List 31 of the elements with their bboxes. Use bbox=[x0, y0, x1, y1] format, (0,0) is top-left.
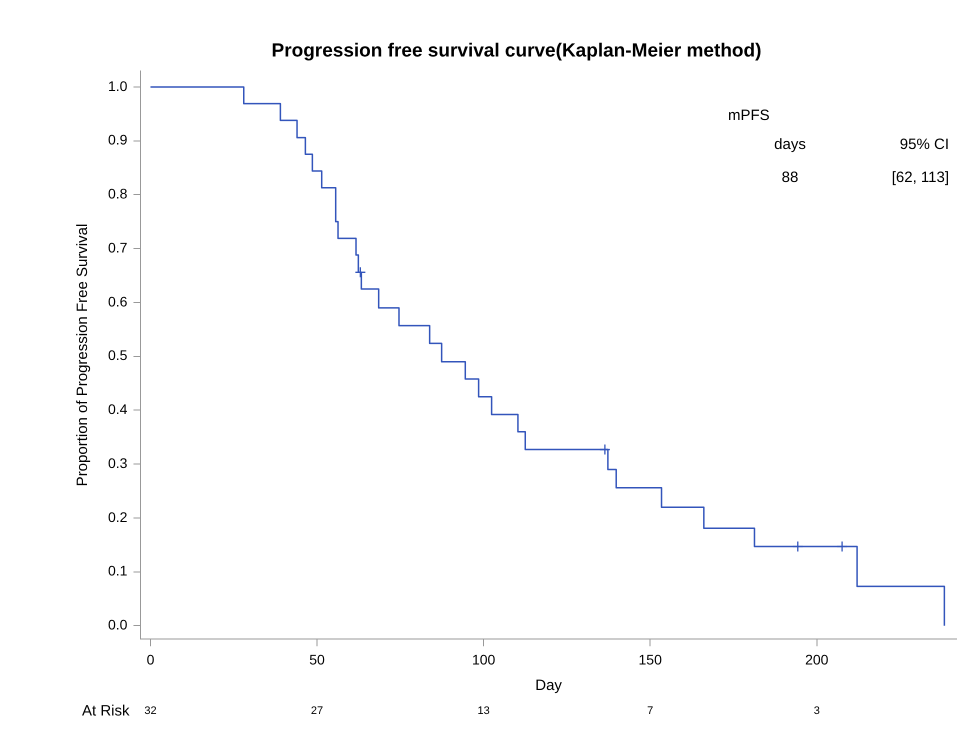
annotation: 88 bbox=[782, 169, 798, 186]
y-tick-label: 0.0 bbox=[108, 616, 128, 633]
y-tick-label: 0.7 bbox=[108, 239, 128, 256]
y-tick-label: 0.5 bbox=[108, 347, 128, 364]
x-axis-title: Day bbox=[535, 677, 562, 694]
text: 27 bbox=[310, 705, 324, 718]
chart-title: Progression free survival curve(Kaplan-Meier method) bbox=[272, 40, 762, 62]
y-tick-label: 0.8 bbox=[108, 186, 128, 202]
text: 3 bbox=[814, 705, 820, 718]
y-axis-title: Proportion of Progression Free Survival bbox=[74, 224, 92, 486]
y-tick-label: 1.0 bbox=[108, 78, 128, 94]
text: 32 bbox=[144, 705, 157, 718]
text: 7 bbox=[647, 705, 654, 718]
x-tick-label: 0 bbox=[146, 651, 155, 668]
annotation: [62, 113] bbox=[892, 169, 949, 186]
x-tick-label: 150 bbox=[638, 651, 662, 668]
x-tick-label: 200 bbox=[805, 651, 829, 668]
text: 13 bbox=[477, 705, 490, 718]
x-tick-label: 50 bbox=[309, 651, 326, 668]
y-tick-label: 0.9 bbox=[108, 132, 128, 148]
y-tick-label: 0.2 bbox=[108, 508, 128, 525]
point bbox=[354, 266, 366, 278]
y-tick-label: 0.4 bbox=[108, 401, 128, 418]
y-tick-label: 0.6 bbox=[108, 293, 128, 310]
text: At Risk bbox=[82, 702, 130, 720]
x-tick-label: 100 bbox=[472, 651, 496, 668]
annotation: mPFS bbox=[728, 107, 770, 124]
y-tick-label: 0.1 bbox=[108, 562, 128, 579]
annotation: days bbox=[774, 136, 806, 154]
annotation: 95% CI bbox=[900, 136, 949, 154]
y-tick-label: 0.3 bbox=[108, 454, 128, 471]
